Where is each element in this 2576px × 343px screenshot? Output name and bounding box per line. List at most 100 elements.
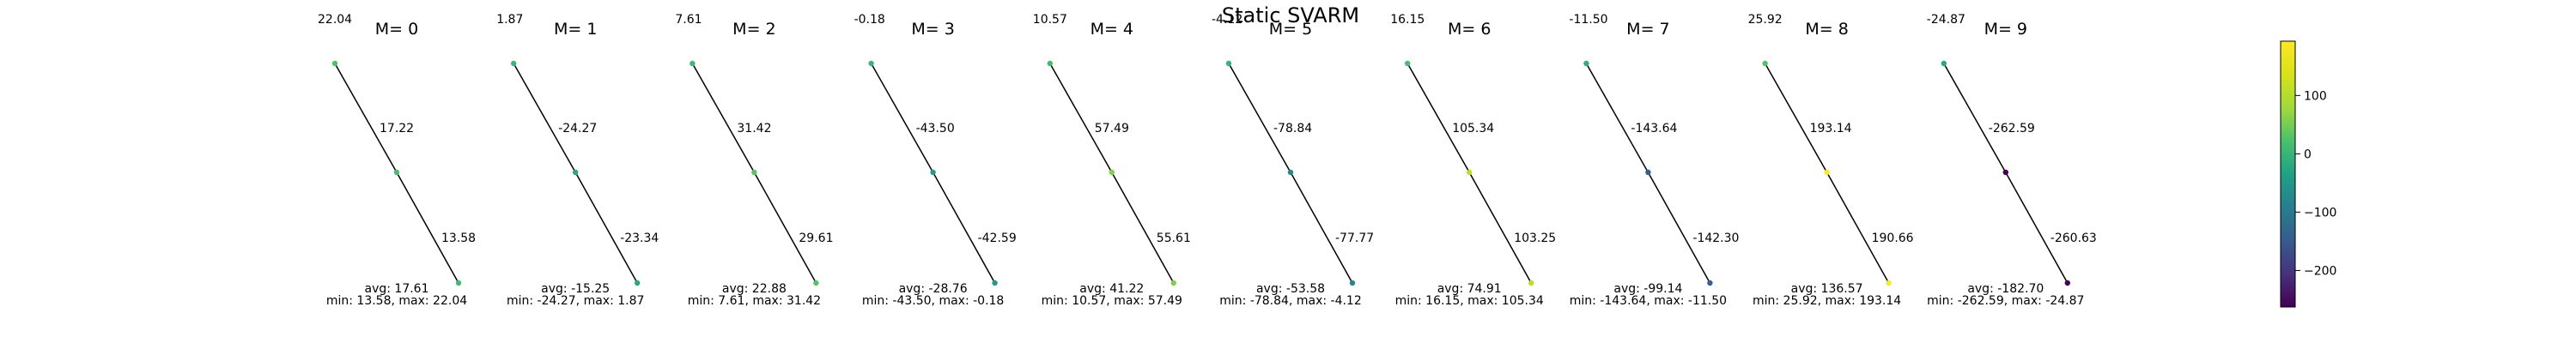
data-point [992,280,998,286]
data-label: -78.84 [1273,122,1312,135]
data-label: 31.42 [737,122,771,135]
data-point [511,60,517,67]
data-point [2064,280,2070,286]
data-label: 29.61 [799,232,833,245]
data-label: 57.49 [1095,122,1129,135]
range-label: min: -78.84, max: -4.12 [1219,294,1362,308]
data-label: 103.25 [1514,232,1556,245]
panel-title: M= 5 [1269,20,1312,39]
data-point [1824,169,1830,176]
panel-title: M= 2 [732,20,775,39]
data-label: 190.66 [1872,232,1914,245]
panel-title: M= 7 [1626,20,1669,39]
data-label: -0.18 [854,13,885,27]
data-label: 55.61 [1157,232,1191,245]
panel-title: M= 6 [1448,20,1491,39]
data-label: 13.58 [441,232,476,245]
data-label: -142.30 [1692,232,1739,245]
range-label: min: 10.57, max: 57.49 [1042,294,1182,308]
colorbar-tick-label: −100 [2304,206,2336,220]
data-label: 17.22 [380,122,414,135]
data-label: 105.34 [1452,122,1494,135]
data-point [1583,60,1589,67]
range-label: min: 7.61, max: 31.42 [688,294,821,308]
data-label: 193.14 [1810,122,1852,135]
range-label: min: -24.27, max: 1.87 [507,294,644,308]
avg-label: avg: 17.61 [365,282,429,296]
avg-label: avg: -53.58 [1256,282,1325,296]
colorbar-tick-label: 0 [2304,147,2312,161]
data-point [1405,60,1411,67]
avg-label: avg: 136.57 [1791,282,1863,296]
data-point [331,60,338,67]
colorbar-ticks: 100 0 −100 −200 [2295,89,2336,278]
avg-label: avg: -28.76 [899,282,968,296]
avg-label: avg: -15.25 [541,282,610,296]
panel-7: M= 7 -11.50 -143.64 -142.30 avg: -99.14min: … [1569,13,1739,308]
data-point [1287,169,1294,176]
data-label: -143.64 [1631,122,1677,135]
data-label: -262.59 [1989,122,2035,135]
data-point [1941,60,1947,67]
panel-9: M= 9 -24.87 -262.59 -260.63 avg: -182.70min:… [1927,13,2097,308]
data-point [1886,280,1892,286]
data-label: -42.59 [978,232,1017,245]
colorbar-tick-label: 100 [2304,89,2327,103]
colorbar-gradient [2280,40,2296,308]
range-label: min: 16.15, max: 105.34 [1395,294,1544,308]
data-point [1467,169,1473,176]
data-point [1349,280,1356,286]
figure-title: Static SVARM [1222,3,1359,27]
range-label: min: -262.59, max: -24.87 [1927,294,2084,308]
data-point [1528,280,1534,286]
data-label: -43.50 [916,122,955,135]
data-label: 16.15 [1390,13,1425,27]
data-label: 22.04 [318,13,352,27]
data-point [1225,60,1232,67]
data-point [1109,169,1115,176]
avg-label: avg: -182.70 [1967,282,2044,296]
data-point [868,60,874,67]
data-label: -23.34 [620,232,659,245]
data-label: 10.57 [1033,13,1067,27]
panel-title: M= 8 [1805,20,1848,39]
panel-title: M= 0 [375,20,418,39]
data-point [455,280,462,286]
avg-label: avg: 22.88 [722,282,787,296]
data-label: -4.12 [1212,13,1242,27]
range-label: min: -43.50, max: -0.18 [862,294,1005,308]
data-point [751,169,757,176]
data-label: -11.50 [1569,13,1607,27]
data-point [813,280,819,286]
data-point [930,169,936,176]
data-point [1170,280,1177,286]
avg-label: avg: 74.91 [1437,282,1502,296]
data-label: 25.92 [1748,13,1783,27]
data-label: -24.27 [558,122,597,135]
data-point [690,60,696,67]
avg-label: avg: 41.22 [1079,282,1144,296]
data-point [393,169,400,176]
data-point [2002,169,2008,176]
data-label: 7.61 [675,13,702,27]
panel-title: M= 1 [554,20,597,39]
panel-title: M= 4 [1091,20,1133,39]
data-point [1762,60,1768,67]
data-label: -24.87 [1927,13,1965,27]
panel-title: M= 3 [911,20,954,39]
avg-label: avg: -99.14 [1613,282,1682,296]
data-point [1645,169,1651,176]
range-label: min: 25.92, max: 193.14 [1753,294,1901,308]
data-point [635,280,641,286]
data-label: -77.77 [1335,232,1374,245]
data-label: -260.63 [2050,232,2097,245]
